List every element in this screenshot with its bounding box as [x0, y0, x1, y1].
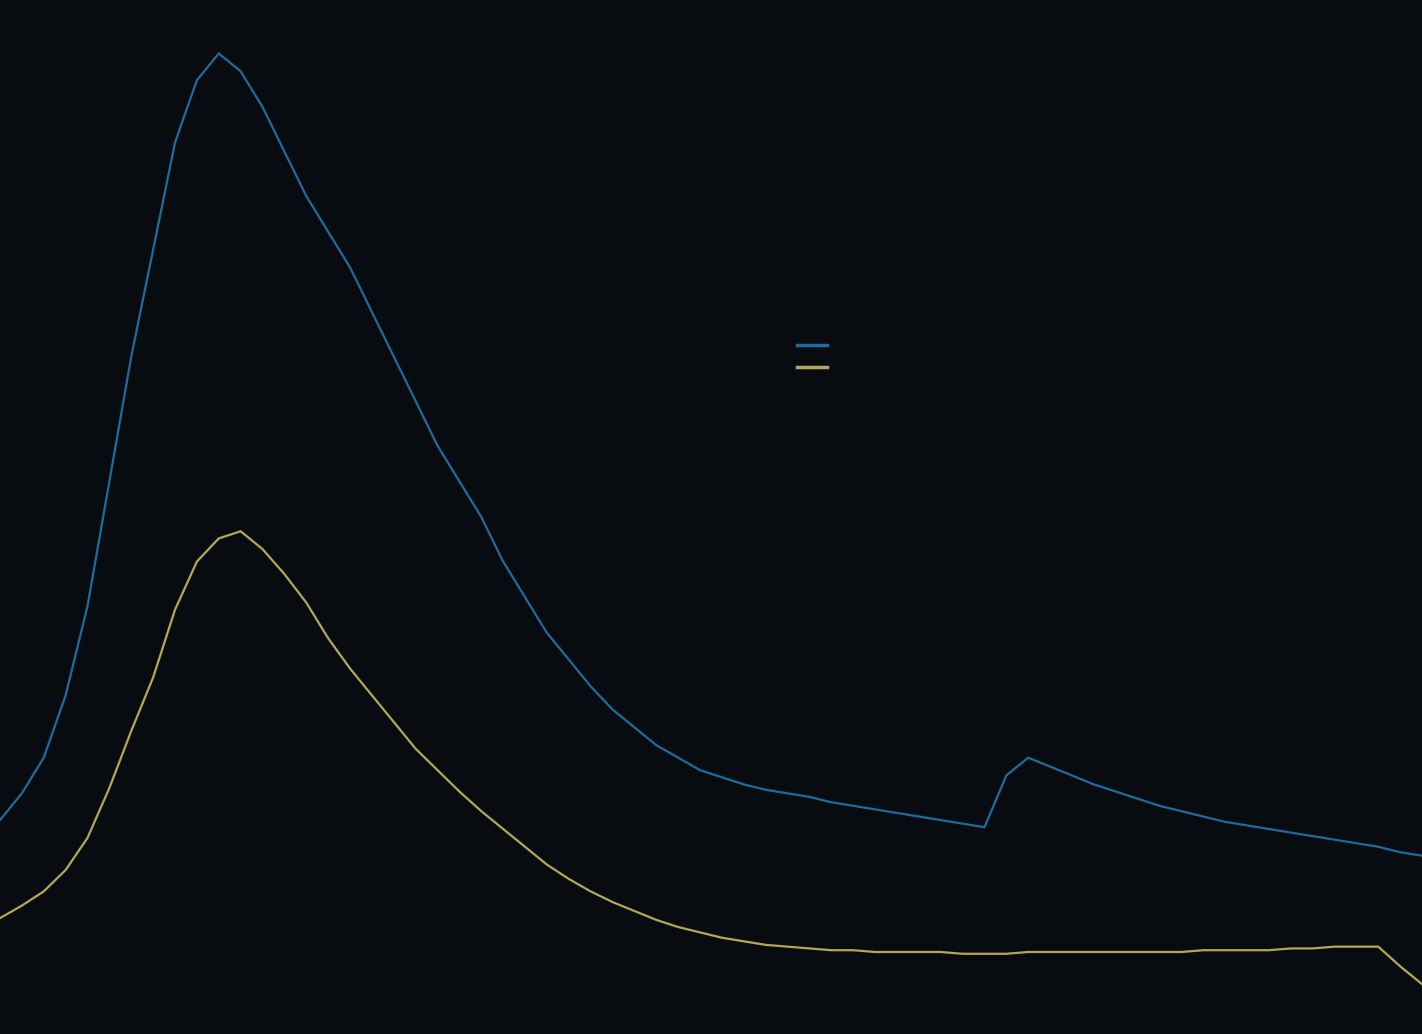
- Legend: Noncurrent Loan Rate, Quarterly Net Charge-Off Rate: Noncurrent Loan Rate, Quarterly Net Char…: [796, 338, 1072, 374]
